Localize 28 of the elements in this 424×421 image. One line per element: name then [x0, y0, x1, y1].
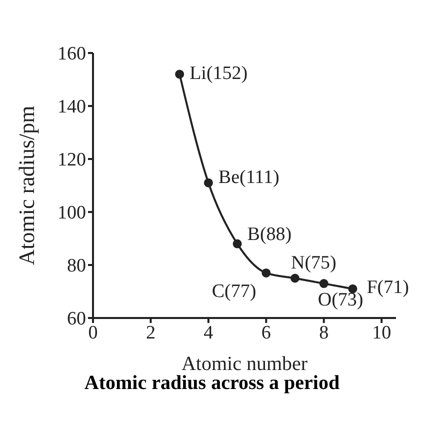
- x-axis-title: Atomic number: [181, 353, 308, 375]
- x-tick-label: 4: [204, 322, 214, 344]
- y-tick-label: 120: [58, 150, 86, 171]
- text: Atomic radius across a period: [83, 372, 341, 395]
- point: [262, 268, 271, 278]
- x-tick-label: 8: [319, 322, 329, 344]
- annotation: C(77): [212, 280, 256, 302]
- x-tick-label: 10: [372, 322, 392, 344]
- point: [204, 178, 213, 188]
- x-tick-label: 6: [261, 322, 271, 344]
- y-tick-label: 100: [58, 202, 86, 224]
- annotation: Be(111): [218, 166, 280, 188]
- annotation: N(75): [291, 252, 336, 274]
- y-tick-label: 140: [58, 96, 86, 118]
- x-tick-label: 2: [146, 322, 156, 344]
- annotation: Li(152): [190, 63, 248, 84]
- x-tick-label: 0: [88, 322, 98, 344]
- annotation: O(73): [318, 290, 364, 311]
- point: [290, 274, 300, 283]
- point: [319, 279, 328, 288]
- y-tick-label: 80: [67, 256, 86, 277]
- y-tick-label: 60: [67, 308, 86, 330]
- point: [232, 239, 242, 248]
- annotation: B(88): [247, 224, 292, 245]
- y-tick-label: 160: [58, 44, 86, 65]
- y-axis-title: Atomic radius/pm: [14, 106, 39, 266]
- annotation: F(71): [366, 276, 409, 298]
- point: [175, 70, 184, 79]
